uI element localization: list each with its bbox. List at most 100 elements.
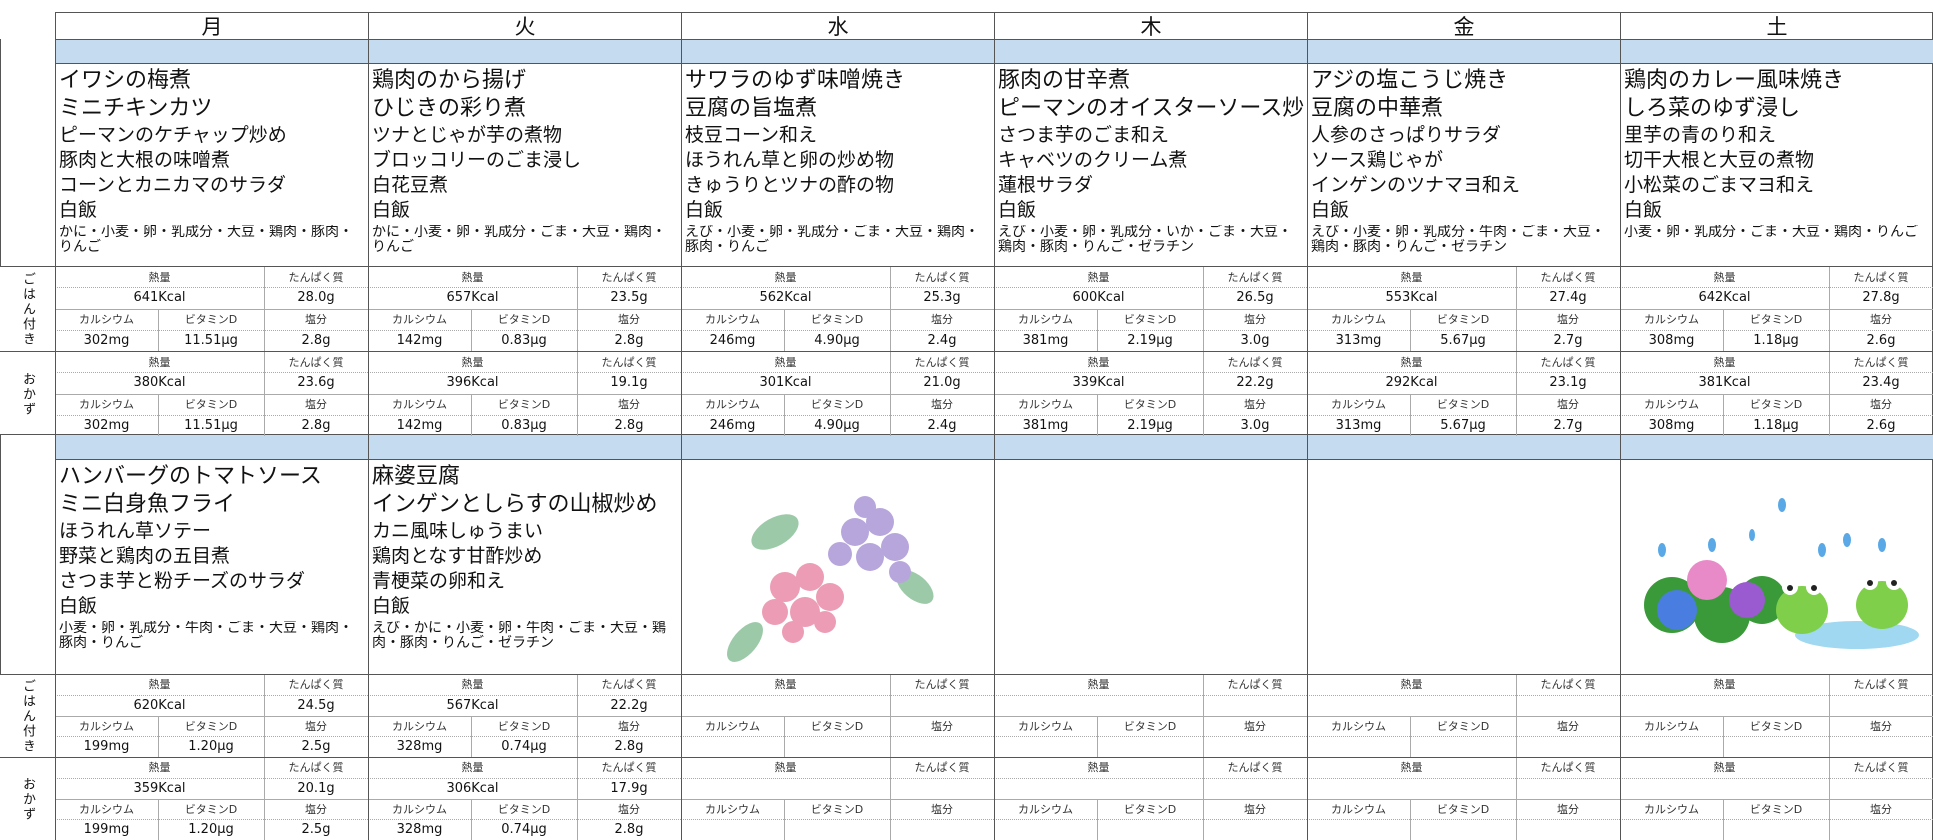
nutrition-label: たんぱく質 bbox=[914, 761, 970, 775]
row-line bbox=[681, 736, 994, 738]
nutrition-value: 620Kcal bbox=[133, 697, 186, 713]
nutrition-label: カルシウム bbox=[1644, 398, 1699, 412]
dish: 枝豆コーン和え bbox=[685, 124, 818, 146]
nutrition-value: 381mg bbox=[1022, 417, 1069, 433]
row-line bbox=[994, 393, 1307, 395]
nutrition-value: 308mg bbox=[1648, 332, 1695, 348]
dish: 鶏肉のから揚げ bbox=[372, 68, 527, 93]
dish: 小松菜のごまマヨ和え bbox=[1624, 174, 1815, 196]
date-row bbox=[1620, 434, 1933, 460]
nutrition-label: カルシウム bbox=[705, 313, 760, 327]
row-line bbox=[681, 308, 994, 310]
nutrition-label: カルシウム bbox=[1331, 313, 1386, 327]
nutrition-value: 641Kcal bbox=[133, 290, 186, 306]
nutrition-value: 562Kcal bbox=[759, 290, 812, 306]
day-header: 金 bbox=[1307, 12, 1620, 39]
nutrition-label: たんぱく質 bbox=[914, 355, 970, 369]
row-line bbox=[1620, 736, 1933, 738]
nutrition-value: 553Kcal bbox=[1385, 290, 1438, 306]
dish: インゲンとしらすの山椒炒め bbox=[372, 492, 658, 517]
row-line bbox=[368, 736, 681, 738]
row-line bbox=[368, 287, 681, 289]
frog-illustration bbox=[1644, 498, 1919, 649]
date-row bbox=[1620, 39, 1933, 64]
nutrition-value: 23.6g bbox=[297, 375, 335, 391]
nutrition-label: 熱量 bbox=[461, 761, 484, 775]
allergens: 小麦・卵・乳成分・ごま・大豆・鶏肉・りんご bbox=[1624, 225, 1918, 240]
dish: ブロッコリーのごま浸し bbox=[372, 149, 582, 171]
nutrition-value: 1.18μg bbox=[1753, 417, 1799, 433]
date-row bbox=[368, 434, 681, 460]
nutrition-box bbox=[55, 674, 368, 757]
nutrition-value: 380Kcal bbox=[133, 375, 186, 391]
nutrition-box bbox=[1620, 266, 1933, 351]
row-line bbox=[55, 736, 368, 738]
date-row bbox=[55, 434, 368, 460]
nutrition-label: カルシウム bbox=[1018, 398, 1073, 412]
nutrition-label: たんぱく質 bbox=[1227, 270, 1283, 284]
nutrition-label: たんぱく質 bbox=[1540, 678, 1596, 692]
nutrition-box bbox=[1307, 266, 1620, 351]
row-line bbox=[1620, 329, 1933, 331]
row-line bbox=[1620, 372, 1933, 374]
dish: キャベツのクリーム煮 bbox=[998, 149, 1188, 171]
row-line bbox=[1620, 393, 1933, 395]
nutrition-value: 642Kcal bbox=[1698, 290, 1751, 306]
nutrition-label: たんぱく質 bbox=[601, 678, 657, 692]
nutrition-label: 塩分 bbox=[1244, 802, 1266, 816]
nutrition-label: ビタミンD bbox=[1123, 719, 1177, 733]
nutrition-label: 熱量 bbox=[1400, 355, 1423, 369]
nutrition-label: 塩分 bbox=[305, 398, 327, 412]
dish: カニ風味しゅうまい bbox=[372, 520, 544, 542]
date-row bbox=[368, 39, 681, 64]
dish: 豚肉と大根の味噌煮 bbox=[59, 149, 231, 171]
nutrition-value: 11.51μg bbox=[184, 332, 238, 348]
dish: サワラのゆず味噌焼き bbox=[685, 68, 906, 93]
nutrition-label: 塩分 bbox=[1244, 398, 1266, 412]
dish: 白花豆煮 bbox=[372, 174, 449, 196]
nutrition-value: 2.7g bbox=[1553, 417, 1583, 433]
nutrition-label: 熱量 bbox=[774, 270, 797, 284]
nutrition-label: ビタミンD bbox=[1436, 719, 1490, 733]
side-label: ごはん付き bbox=[0, 266, 55, 351]
nutrition-value: 302mg bbox=[83, 332, 130, 348]
row-line bbox=[994, 308, 1307, 310]
nutrition-label: たんぱく質 bbox=[1227, 678, 1283, 692]
row-line bbox=[55, 414, 368, 416]
nutrition-label: カルシウム bbox=[392, 313, 447, 327]
nutrition-box bbox=[681, 757, 994, 840]
nutrition-box bbox=[368, 266, 681, 351]
nutrition-value: 19.1g bbox=[610, 375, 648, 391]
nutrition-label: たんぱく質 bbox=[1540, 761, 1596, 775]
nutrition-label: 塩分 bbox=[305, 802, 327, 816]
nutrition-label: カルシウム bbox=[1331, 398, 1386, 412]
date-row bbox=[55, 39, 368, 64]
nutrition-label: 塩分 bbox=[618, 313, 640, 327]
nutrition-label: 熱量 bbox=[1713, 761, 1736, 775]
row-line bbox=[55, 715, 368, 717]
nutrition-box bbox=[1620, 757, 1933, 840]
nutrition-label: 熱量 bbox=[1713, 270, 1736, 284]
nutrition-label: カルシウム bbox=[79, 398, 134, 412]
row-line bbox=[1620, 308, 1933, 310]
row-line bbox=[1307, 736, 1620, 738]
nutrition-label: カルシウム bbox=[79, 719, 134, 733]
row-line bbox=[55, 694, 368, 696]
dish: コーンとカニカマのサラダ bbox=[59, 174, 287, 196]
nutrition-label: 塩分 bbox=[618, 802, 640, 816]
row-line bbox=[368, 329, 681, 331]
allergens: かに・小麦・卵・乳成分・ごま・大豆・鶏肉・りんご bbox=[372, 225, 666, 255]
nutrition-label: ビタミンD bbox=[184, 313, 238, 327]
nutrition-value: 17.9g bbox=[610, 780, 648, 796]
nutrition-label: たんぱく質 bbox=[1853, 270, 1909, 284]
nutrition-box bbox=[55, 757, 368, 840]
nutrition-value: 2.8g bbox=[614, 739, 644, 755]
row-line bbox=[368, 393, 681, 395]
nutrition-box bbox=[681, 266, 994, 351]
nutrition-value: 20.1g bbox=[297, 780, 335, 796]
nutrition-label: 熱量 bbox=[1713, 355, 1736, 369]
row-line bbox=[1620, 287, 1933, 289]
nutrition-value: 0.74μg bbox=[501, 739, 547, 755]
nutrition-label: 熱量 bbox=[1087, 270, 1110, 284]
nutrition-label: ビタミンD bbox=[810, 719, 864, 733]
